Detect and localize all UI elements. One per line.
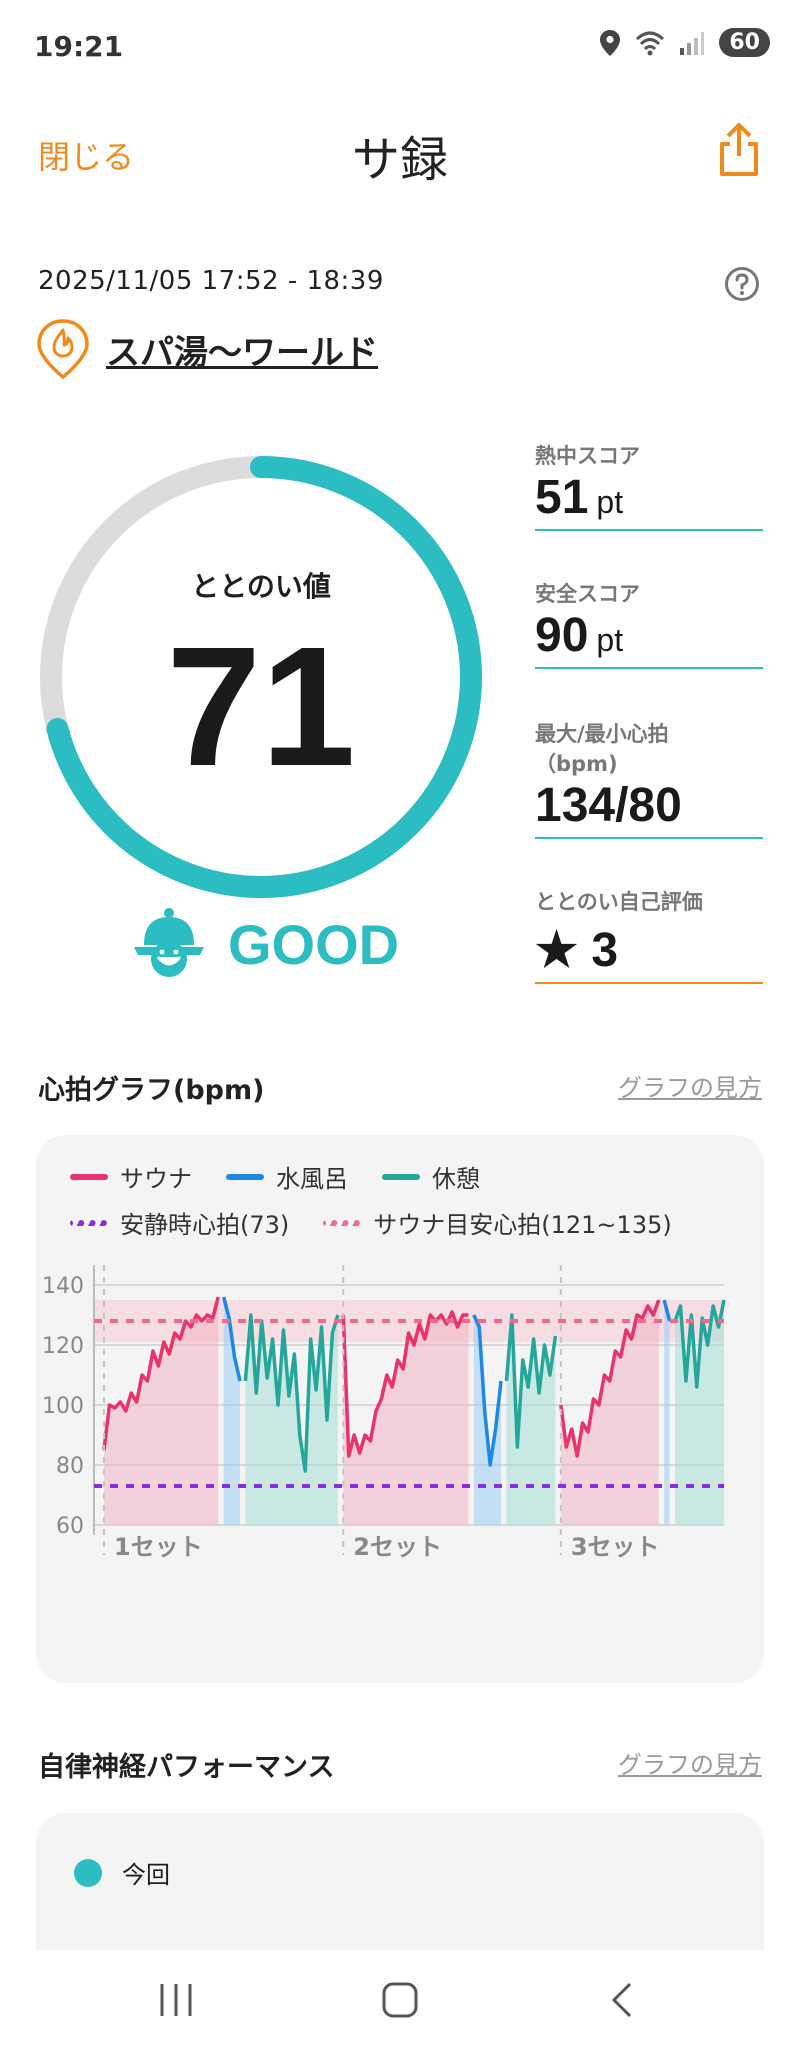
divider <box>535 837 763 839</box>
status-time: 19:21 <box>34 30 124 63</box>
status-bar: 19:21 60 <box>0 0 800 90</box>
heat-score-label: 熱中スコア <box>535 444 640 468</box>
safety-score-value: 90 pt <box>535 608 763 663</box>
sauna-hat-mascot-icon <box>134 908 204 977</box>
hr-line-rest <box>243 1313 340 1473</box>
gauge-value: 71 <box>166 612 356 802</box>
set-label: 3セット <box>571 1533 660 1561</box>
ans-chart-card: 今回 <box>36 1813 764 1963</box>
ans-title: 自律神経パフォーマンス <box>38 1752 335 1783</box>
legend-label: サウナ目安心拍(121~135) <box>373 1211 672 1239</box>
status-icons: 60 <box>599 28 770 57</box>
divider <box>535 667 763 669</box>
y-tick-label: 140 <box>42 1274 84 1299</box>
legend-item: サウナ目安心拍(121~135) <box>323 1205 672 1240</box>
recent-apps-icon[interactable] <box>154 1978 198 2022</box>
hr-line-cold <box>472 1314 503 1467</box>
session-datetime: 2025/11/05 17:52 - 18:39 <box>38 266 384 296</box>
ans-legend-dot <box>74 1858 102 1887</box>
home-icon[interactable] <box>378 1978 422 2022</box>
hr-chart-card: サウナ 水風呂 休憩 安静時心拍(73) サウナ目安心拍(121~135) 60… <box>36 1135 764 1683</box>
legend-item: 休憩 <box>382 1159 480 1194</box>
hr-line-cold <box>662 1299 672 1322</box>
hr-area-cold <box>223 1297 240 1525</box>
divider <box>535 982 763 984</box>
y-tick-label: 120 <box>42 1334 84 1359</box>
legend-label: 安静時心拍(73) <box>120 1211 290 1239</box>
legend-item: サウナ <box>70 1159 192 1194</box>
sauna-pin-icon <box>37 319 89 380</box>
share-icon[interactable] <box>714 122 764 178</box>
hr-graph-title: 心拍グラフ(bpm) <box>38 1075 265 1106</box>
legend-swatch <box>382 1173 420 1180</box>
battery-indicator: 60 <box>719 28 770 57</box>
hr-line-sauna <box>559 1299 661 1458</box>
heart-rate-card: 最大/最小心拍 （bpm) 134/80 <box>535 718 763 839</box>
safety-score-number: 90 <box>535 609 589 662</box>
heat-score-number: 51 <box>535 471 589 524</box>
y-tick-label: 100 <box>42 1394 84 1419</box>
legend-swatch <box>70 1173 108 1180</box>
hr-unit-label: （bpm) <box>535 752 618 776</box>
self-rating-value: ★ 3 <box>535 924 619 977</box>
hr-line-sauna <box>102 1296 220 1451</box>
legend-label: サウナ <box>120 1165 192 1193</box>
self-rating-card: ととのい自己評価 ★ 3 <box>535 886 763 984</box>
divider <box>535 529 763 531</box>
legend-swatch <box>323 1219 362 1226</box>
facility-link[interactable]: スパ湯〜ワールド <box>36 318 378 380</box>
ans-legend-label: 今回 <box>122 1861 170 1889</box>
heat-score-value: 51 pt <box>535 470 763 525</box>
hr-graph-help-link[interactable]: グラフの見方 <box>618 1074 762 1102</box>
legend-label: 水風呂 <box>276 1165 348 1193</box>
legend-label: 休憩 <box>432 1165 480 1193</box>
location-icon <box>600 29 621 56</box>
hr-area-cold <box>664 1300 670 1525</box>
legend-item: 水風呂 <box>226 1159 348 1194</box>
hr-line-rest <box>504 1313 558 1449</box>
system-nav-bar <box>0 1950 800 2050</box>
hr-line-chart: 60 80 100 120 140 1セット 2セット 3セット <box>42 1265 726 1561</box>
safety-score-unit: pt <box>596 622 624 658</box>
ans-help-link[interactable]: グラフの見方 <box>618 1751 762 1779</box>
heat-score-card: 熱中スコア 51 pt <box>535 440 763 531</box>
hr-area-rest <box>675 1300 724 1525</box>
hr-label: 最大/最小心拍 <box>535 722 669 746</box>
gauge-progress-arc <box>40 456 482 898</box>
y-tick-label: 60 <box>56 1514 84 1539</box>
safety-score-card: 安全スコア 90 pt <box>535 578 763 669</box>
wifi-icon <box>636 31 665 55</box>
safety-score-label: 安全スコア <box>535 582 640 606</box>
legend-row-2: 安静時心拍(73) サウナ目安心拍(121~135) <box>70 1205 672 1240</box>
page-title: サ録 <box>351 132 448 188</box>
signal-icon <box>680 31 705 55</box>
hr-line-cold <box>221 1296 242 1382</box>
back-icon[interactable] <box>602 1978 646 2022</box>
close-button[interactable]: 閉じる <box>38 138 135 176</box>
help-icon[interactable] <box>724 266 760 302</box>
hr-area-sauna <box>104 1297 219 1525</box>
set-label: 1セット <box>114 1533 203 1561</box>
grade-row: GOOD <box>130 905 399 983</box>
totonoi-gauge <box>40 456 482 898</box>
legend-swatch <box>70 1219 108 1226</box>
ans-legend: 今回 <box>74 1855 170 1890</box>
facility-name: スパ湯〜ワールド <box>106 332 378 373</box>
hr-area-rest <box>245 1315 338 1525</box>
hr-area-sauna <box>343 1312 469 1525</box>
hr-value: 134/80 <box>535 779 682 832</box>
hr-area-sauna <box>560 1300 659 1525</box>
legend-swatch <box>226 1173 264 1180</box>
heat-score-unit: pt <box>596 484 624 520</box>
hr-line-rest <box>673 1299 726 1389</box>
grade-label: GOOD <box>228 912 400 976</box>
gauge-label: ととのい値 <box>191 570 331 603</box>
set-label: 2セット <box>353 1533 442 1561</box>
legend-row-1: サウナ 水風呂 休憩 <box>70 1159 480 1194</box>
legend-item: 安静時心拍(73) <box>70 1205 289 1240</box>
self-rating-label: ととのい自己評価 <box>535 890 703 914</box>
header: 閉じる サ録 <box>0 110 800 190</box>
y-tick-label: 80 <box>56 1454 84 1479</box>
